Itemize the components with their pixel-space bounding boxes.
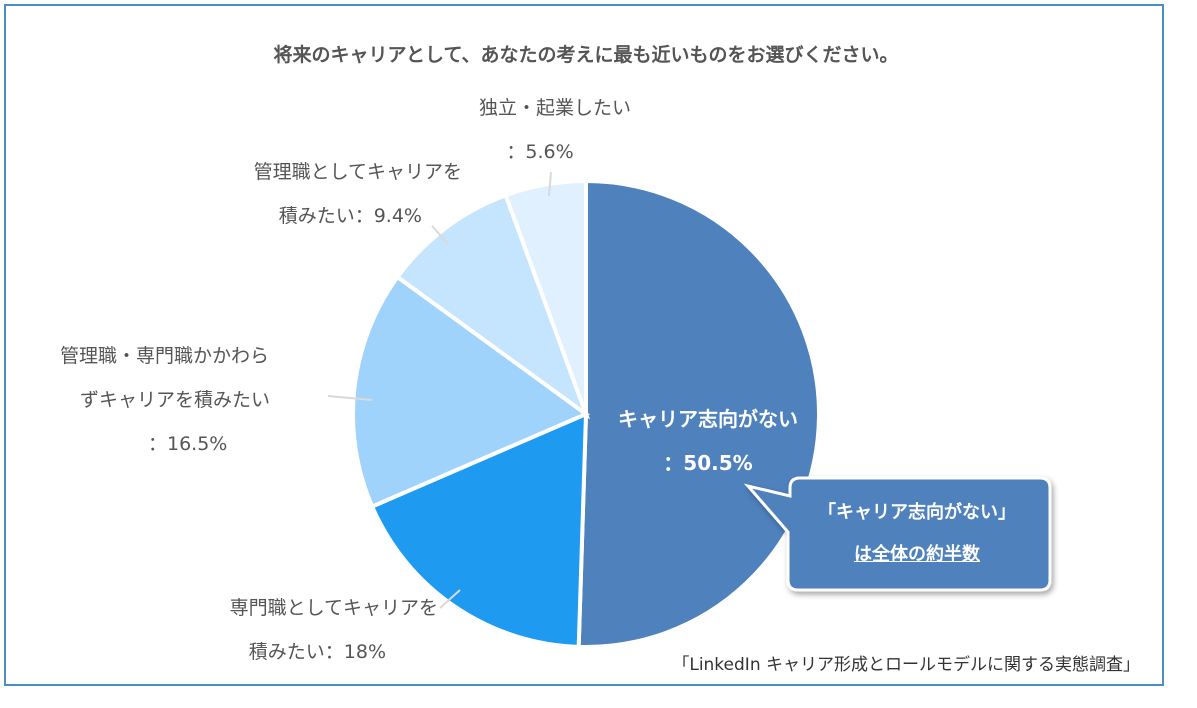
callout-text: 「キャリア志向がない」 は全体の約半数 [784,492,1050,576]
slice-label-line: ：16.5% [148,433,228,455]
slice-label-line: ：50.5% [663,451,753,475]
slice-label-line: 専門職としてキャリアを [229,597,438,619]
slice-label-either-path: 管理職・専門職かかわら ずキャリアを積みたい ：16.5% [60,334,350,466]
slice-no-career [576,178,821,649]
slice-label-line: キャリア志向がない [618,407,798,431]
source-note: 「LinkedIn キャリア形成とロールモデルに関する実態調査」 [672,655,1140,675]
slice-independent [503,178,588,415]
slice-manager [394,192,591,420]
leader-line [439,589,461,609]
slice-label-line: 管理職・専門職かかわら [60,345,270,367]
slice-label-line: 管理職としてキャリアを [253,161,462,183]
slice-label-manager: 管理職としてキャリアを 積みたい：9.4% [180,150,480,238]
slice-label-line: ずキャリアを積みたい [80,389,271,411]
leader-line [548,171,552,197]
chart-title: 将来のキャリアとして、あなたの考えに最も近いものをお選びください。 [273,44,899,66]
slice-label-no-career: キャリア志向がない ：50.5% [597,397,819,485]
callout-line: 「キャリア志向がない」 [818,502,1016,523]
slice-label-specialist: 専門職としてキャリアを 積みたい：18% [148,586,438,674]
slice-specialist [369,410,589,649]
slice-either-path [351,274,591,510]
leader-line [431,225,449,245]
slice-label-line: ：5.6% [506,141,574,163]
slice-label-line: 積みたい：18% [248,641,386,663]
slice-label-line: 独立・起業したい [478,97,631,119]
callout-line: は全体の約半数 [854,544,980,565]
slice-label-independent: 独立・起業したい ：5.6% [440,86,670,174]
slice-label-line: 積みたい：9.4% [278,205,422,227]
leader-line [327,395,373,401]
